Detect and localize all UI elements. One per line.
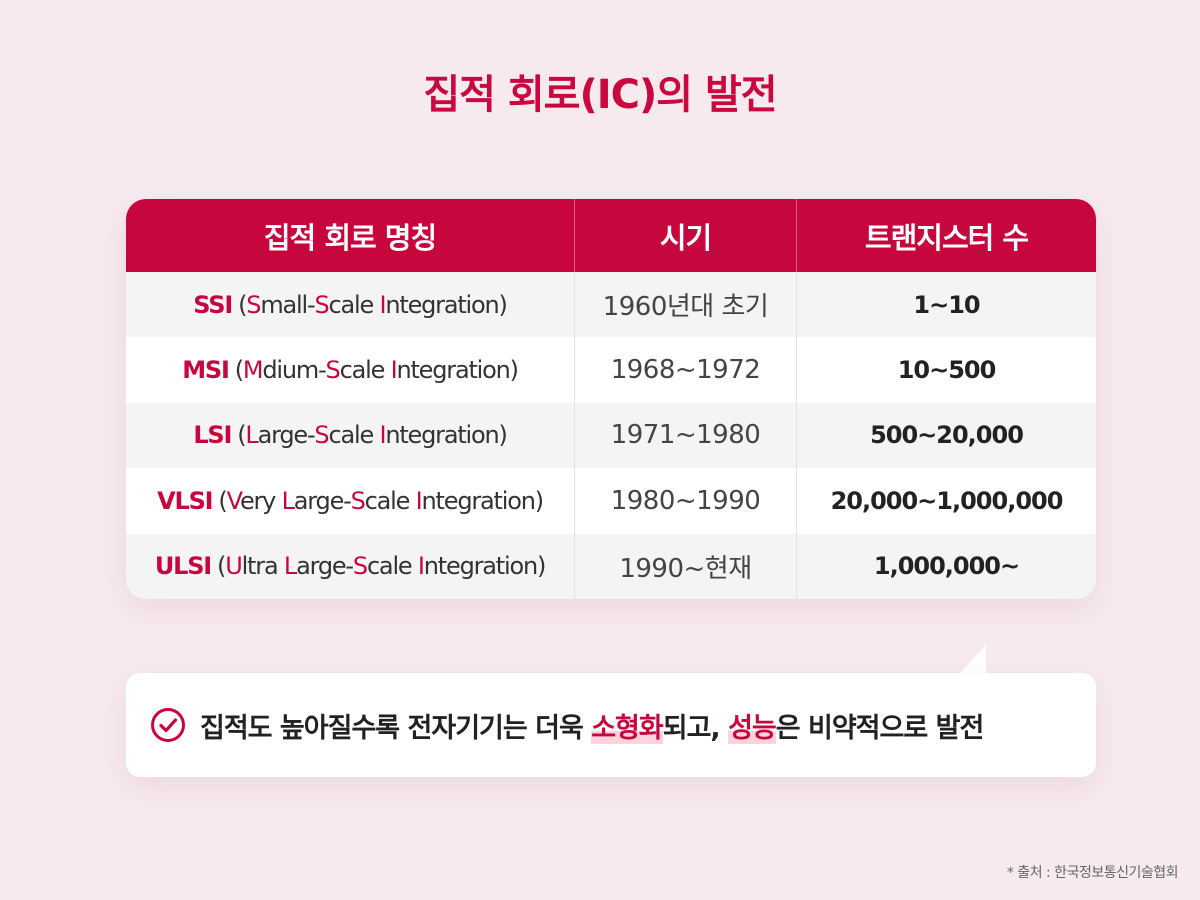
highlight-performance: 성능 [728, 712, 777, 744]
period-cell: 1960년대 초기 [575, 272, 797, 338]
header-period: 시기 [575, 199, 797, 272]
ic-abbr: SSI [193, 290, 233, 319]
table-row: VLSI (Very Large-Scale Integration) 1980… [126, 468, 1096, 534]
table-body: SSI (Small-Scale Integration) 1960년대 초기 … [126, 272, 1096, 599]
transistor-count-cell: 1,000,000~ [873, 552, 1020, 581]
ic-name-cell: VLSI (Very Large-Scale Integration) [126, 468, 575, 534]
ic-full-name: (Ultra Large-Scale Integration) [217, 552, 546, 581]
table-row: ULSI (Ultra Large-Scale Integration) 199… [126, 533, 1096, 599]
table-row: LSI (Large-Scale Integration) 1971~1980 … [126, 402, 1096, 469]
check-circle-icon [151, 708, 185, 742]
ic-table: 집적 회로 명칭 시기 트랜지스터 수 SSI (Small-Scale Int… [126, 199, 1096, 599]
header-name: 집적 회로 명칭 [126, 199, 575, 272]
ic-abbr: VLSI [157, 486, 214, 515]
period-cell: 1968~1972 [575, 337, 797, 403]
ic-full-name: (Mdium-Scale Integration) [234, 356, 519, 385]
ic-full-name: (Very Large-Scale Integration) [218, 486, 544, 515]
ic-abbr: MSI [182, 356, 230, 385]
ic-abbr: LSI [193, 421, 232, 450]
ic-abbr: ULSI [154, 552, 212, 581]
ic-name-cell: MSI (Mdium-Scale Integration) [126, 337, 575, 403]
summary-note: 집적도 높아질수록 전자기기는 더욱 소형화되고, 성능은 비약적으로 발전 [126, 673, 1096, 777]
ic-full-name: (Small-Scale Integration) [238, 290, 508, 319]
highlight-miniaturization: 소형화 [591, 712, 664, 744]
period-cell: 1980~1990 [575, 468, 797, 534]
ic-name-cell: ULSI (Ultra Large-Scale Integration) [126, 533, 575, 599]
ic-name-cell: SSI (Small-Scale Integration) [126, 272, 575, 338]
period-cell: 1971~1980 [575, 402, 797, 469]
speech-bubble-tail [958, 645, 986, 675]
transistor-count-cell: 500~20,000 [870, 421, 1024, 450]
ic-name-cell: LSI (Large-Scale Integration) [126, 402, 575, 469]
table-header: 집적 회로 명칭 시기 트랜지스터 수 [126, 199, 1096, 272]
header-transistors: 트랜지스터 수 [864, 220, 1029, 255]
period-cell: 1990~현재 [575, 533, 797, 599]
table-row: MSI (Mdium-Scale Integration) 1968~1972 … [126, 337, 1096, 403]
transistor-count-cell: 20,000~1,000,000 [830, 486, 1064, 515]
transistor-count-cell: 10~500 [897, 356, 997, 385]
summary-text: 집적도 높아질수록 전자기기는 더욱 소형화되고, 성능은 비약적으로 발전 [200, 712, 984, 744]
table-row: SSI (Small-Scale Integration) 1960년대 초기 … [126, 272, 1096, 338]
ic-full-name: (Large-Scale Integration) [237, 421, 508, 450]
transistor-count-cell: 1~10 [913, 290, 980, 319]
source-credit: * 출처 : 한국정보통신기술협회 [1006, 865, 1179, 881]
page-title: 집적 회로(IC)의 발전 [423, 72, 777, 118]
